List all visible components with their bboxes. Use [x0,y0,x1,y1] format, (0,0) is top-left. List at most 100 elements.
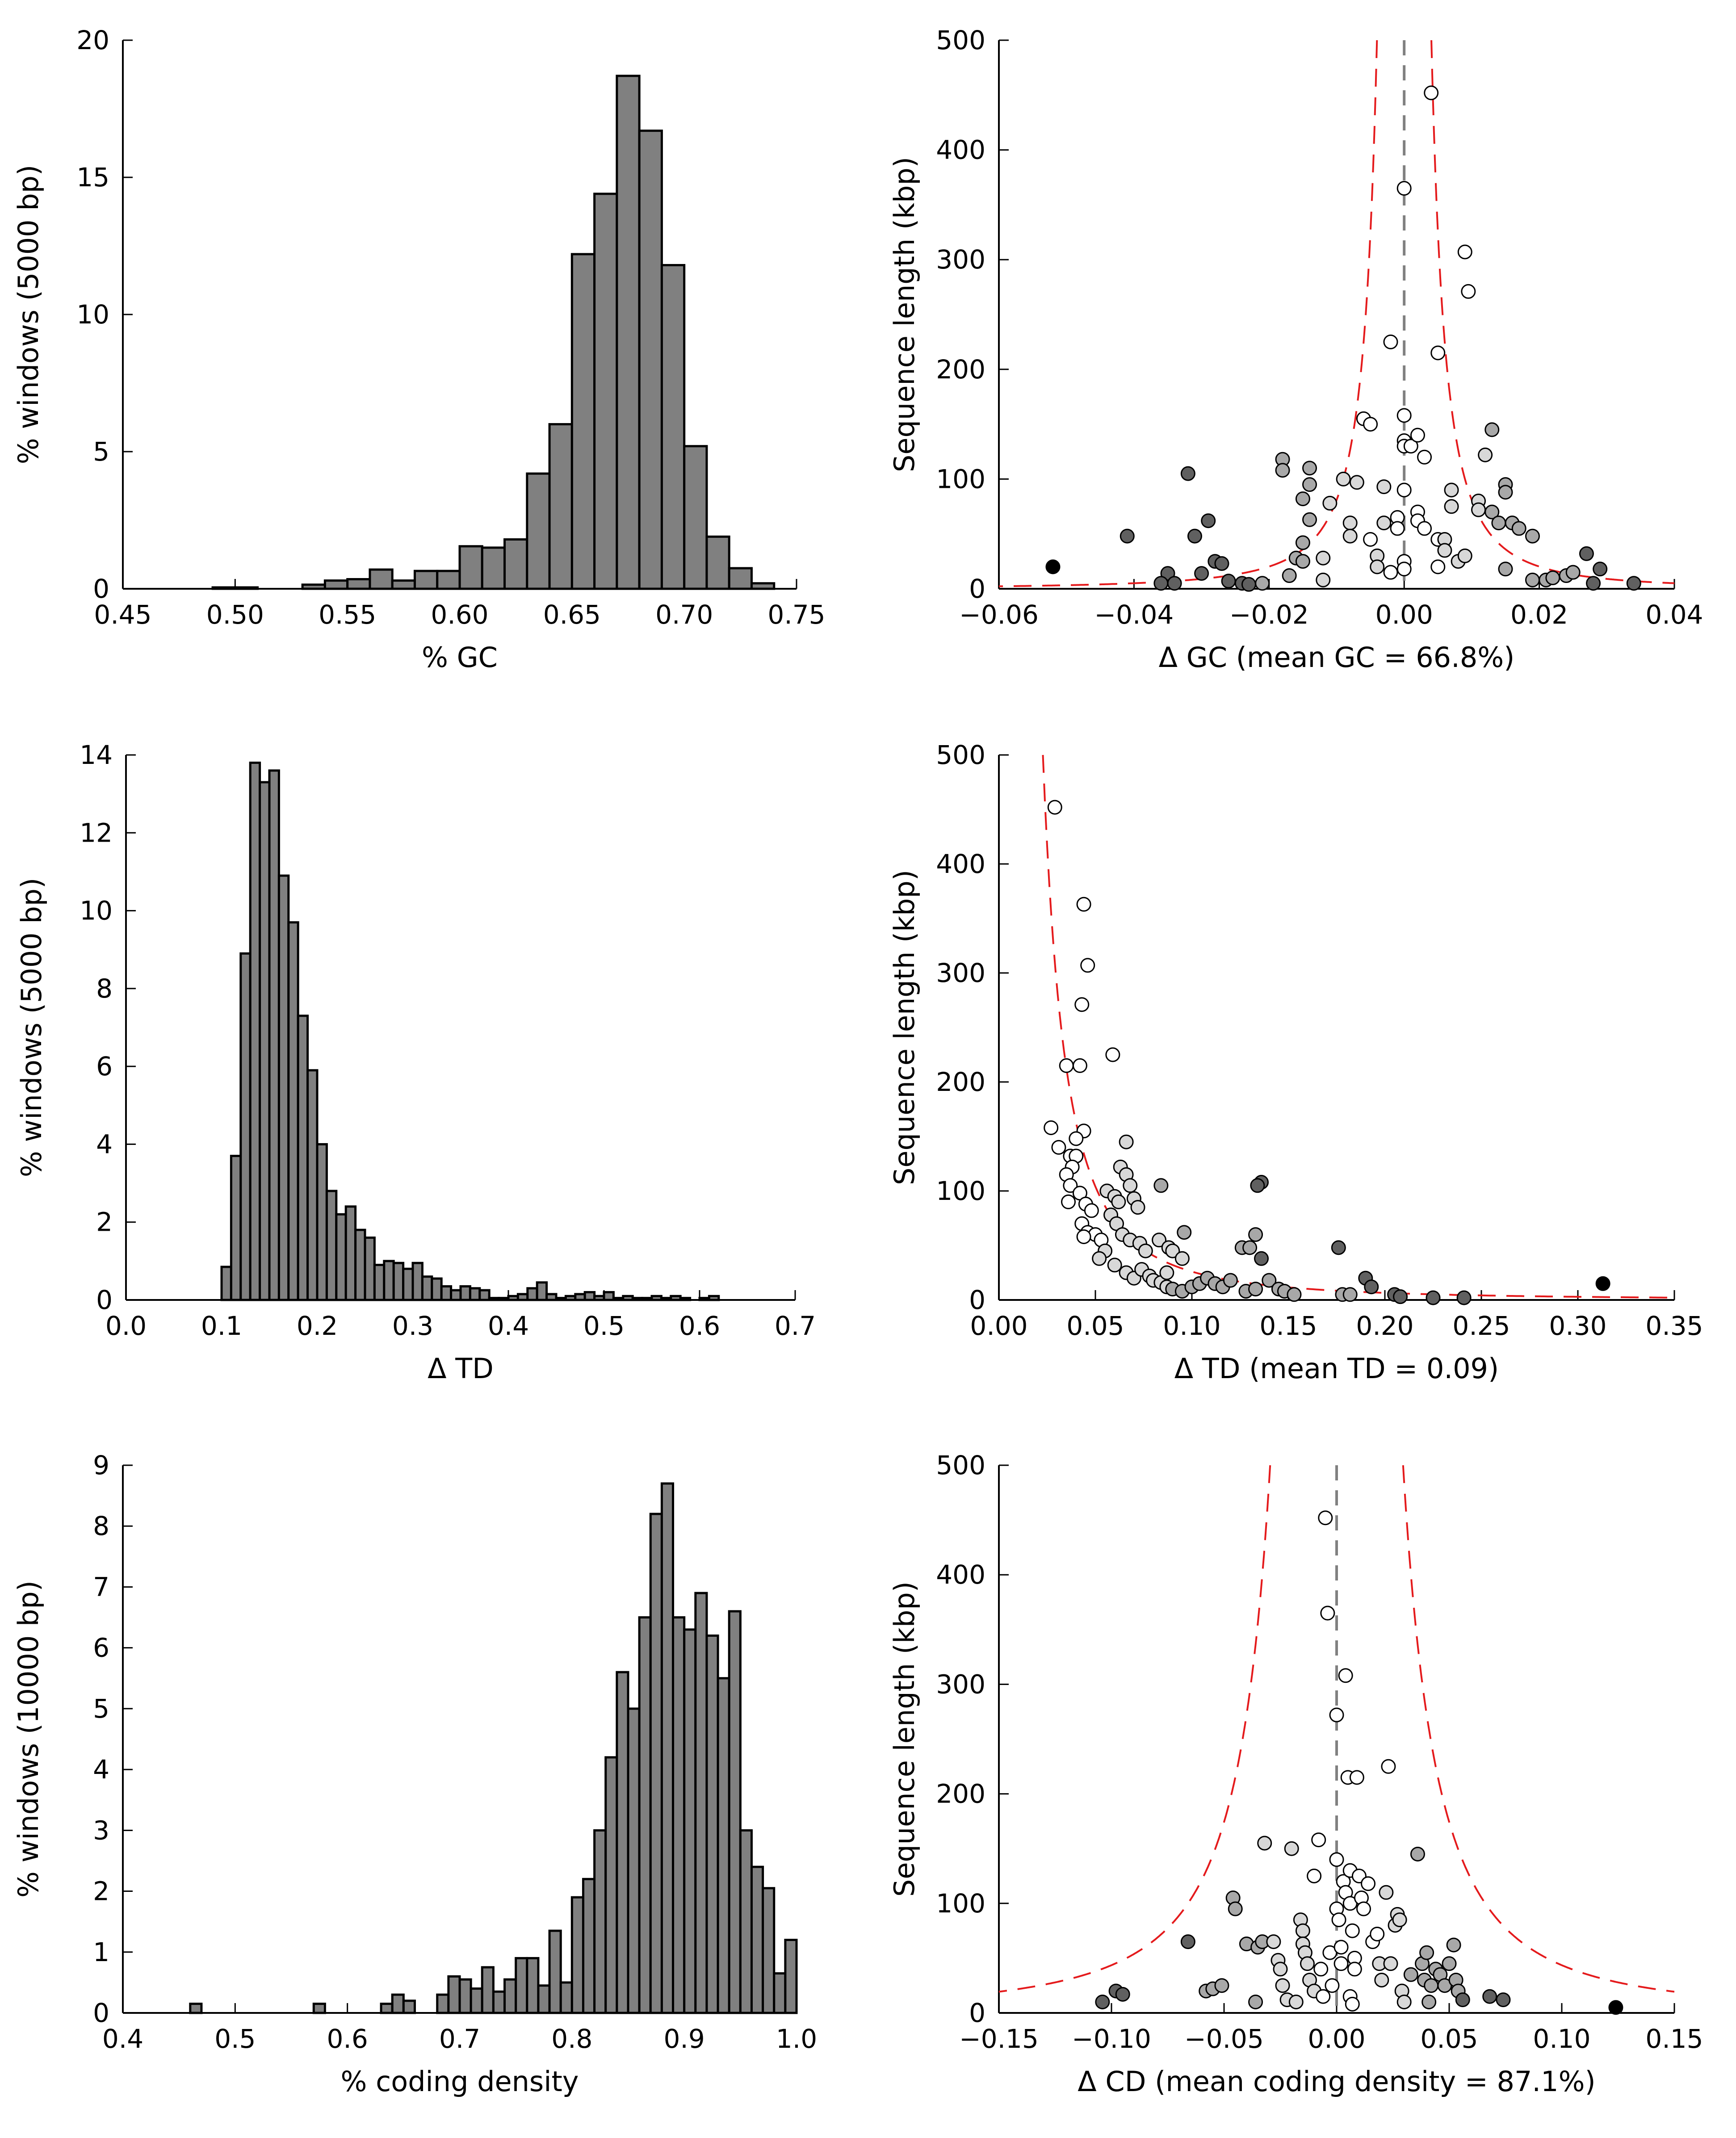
scatter-point [1174,1251,1190,1266]
scatter-point [1424,85,1439,101]
histogram-bar [392,1262,405,1301]
x-tick-label: −0.04 [1094,599,1174,630]
scatter-point [1295,554,1310,569]
scatter-point [1300,1956,1315,1971]
histogram-bar [323,579,349,590]
scatter-point [1295,1923,1310,1938]
x-axis-label: % coding density [341,2065,579,2098]
scatter-point [1194,566,1209,581]
scatter-point [1342,528,1358,544]
histogram-bar [526,1287,538,1301]
scatter-point [1080,958,1095,973]
scatter-point [1266,1934,1281,1949]
scatter-point [1180,466,1195,481]
x-tick-label: 0.9 [664,2024,705,2054]
scatter-point [1152,1232,1167,1248]
scatter-point [1410,1846,1425,1861]
histogram-bar [411,1262,424,1301]
scatter-point [1376,479,1392,495]
scatter-point [1069,1131,1084,1146]
y-tick-label: 12 [80,817,113,848]
x-tick-label: 0.50 [206,599,264,630]
y-tick-label: 2 [93,1876,109,1907]
histogram-bar [570,1896,584,2014]
envelope-curve-left [998,40,1378,587]
x-tick-label: −0.06 [959,599,1039,630]
histogram-bar [436,570,461,590]
scatter-point [1047,800,1062,815]
scatter-point [1302,477,1317,492]
scatter-point [1396,482,1412,498]
histogram-bar [239,952,252,1301]
histogram-bar [364,1237,376,1301]
histogram-bar [548,1929,562,2014]
x-tick-label: 0.0 [105,1311,147,1341]
y-axis-label: % windows (5000 bp) [15,878,48,1177]
y-tick-label: 400 [936,135,985,165]
x-tick-label: 0.1 [201,1311,242,1341]
x-tick-label: 0.02 [1510,599,1568,630]
y-tick-label: 6 [93,1633,109,1663]
histogram-bar [638,1616,652,2014]
scatter-point [1461,284,1476,299]
histogram-bar [488,1297,500,1301]
histogram-bar [537,1984,551,2014]
scatter-point [1331,1912,1346,1928]
histogram-bar [436,1993,450,2014]
histogram-bar [670,1295,682,1301]
x-tick-label: 0.05 [1066,1311,1124,1341]
y-tick-label: 500 [936,25,985,55]
scatter-point [1444,499,1459,514]
scatter-point [1180,1934,1195,1949]
histogram-bar [316,1143,328,1301]
scatter-point [1422,1994,1437,2009]
scatter-point [1364,1279,1379,1295]
scatter-point [1457,244,1472,260]
histogram-bar [297,1015,309,1301]
scatter-point [1410,428,1425,443]
scatter-point [1396,181,1412,196]
y-tick-label: 20 [76,25,109,55]
scatter-point [1165,1243,1180,1258]
histogram-bar [683,1628,697,2014]
scatter-point [1336,471,1351,486]
scatter-point [1417,521,1432,536]
scatter-point [1076,1229,1091,1244]
scatter-point [1396,1994,1412,2009]
scatter-point [1187,528,1202,544]
scatter-point [1471,502,1486,517]
scatter-point [1177,1225,1192,1240]
histogram-bar [335,1213,347,1301]
histogram-bar [391,1993,405,2014]
x-tick-label: 0.15 [1645,2024,1703,2054]
x-tick-label: 0.3 [392,1311,433,1341]
scatter-point [1383,1956,1398,1971]
x-axis-label: Δ GC (mean GC = 66.8%) [1159,641,1515,674]
y-tick-label: 5 [93,436,109,467]
scatter-point [1228,1901,1243,1916]
histogram-bar [498,1297,510,1301]
scatter-point [1396,562,1412,577]
y-tick-label: 100 [936,1176,985,1206]
y-axis-label: Sequence length (kbp) [888,157,921,472]
x-tick-label: 0.6 [327,2024,368,2054]
scatter-point [1074,997,1090,1012]
scatter-point [1167,576,1182,591]
x-axis-label: % GC [422,641,498,674]
histogram-bar [211,586,236,590]
scatter-point [1361,1876,1376,1891]
x-tick-label: 0.4 [488,1311,529,1341]
x-tick-label: 0.15 [1259,1311,1317,1341]
envelope-curve-right [1430,40,1675,584]
scatter-point [1307,1869,1322,1883]
x-tick-label: 0.25 [1452,1311,1510,1341]
scatter-point [1284,1841,1299,1856]
y-tick-label: 2 [96,1207,113,1237]
scatter-point [1130,1200,1145,1215]
scatter-point [1498,485,1513,500]
scatter-point [1565,565,1581,580]
y-tick-label: 0 [93,1998,109,2028]
histogram-bar [526,472,551,590]
scatter-point [1111,1194,1126,1209]
y-axis-label: % windows (5000 bp) [12,165,45,464]
